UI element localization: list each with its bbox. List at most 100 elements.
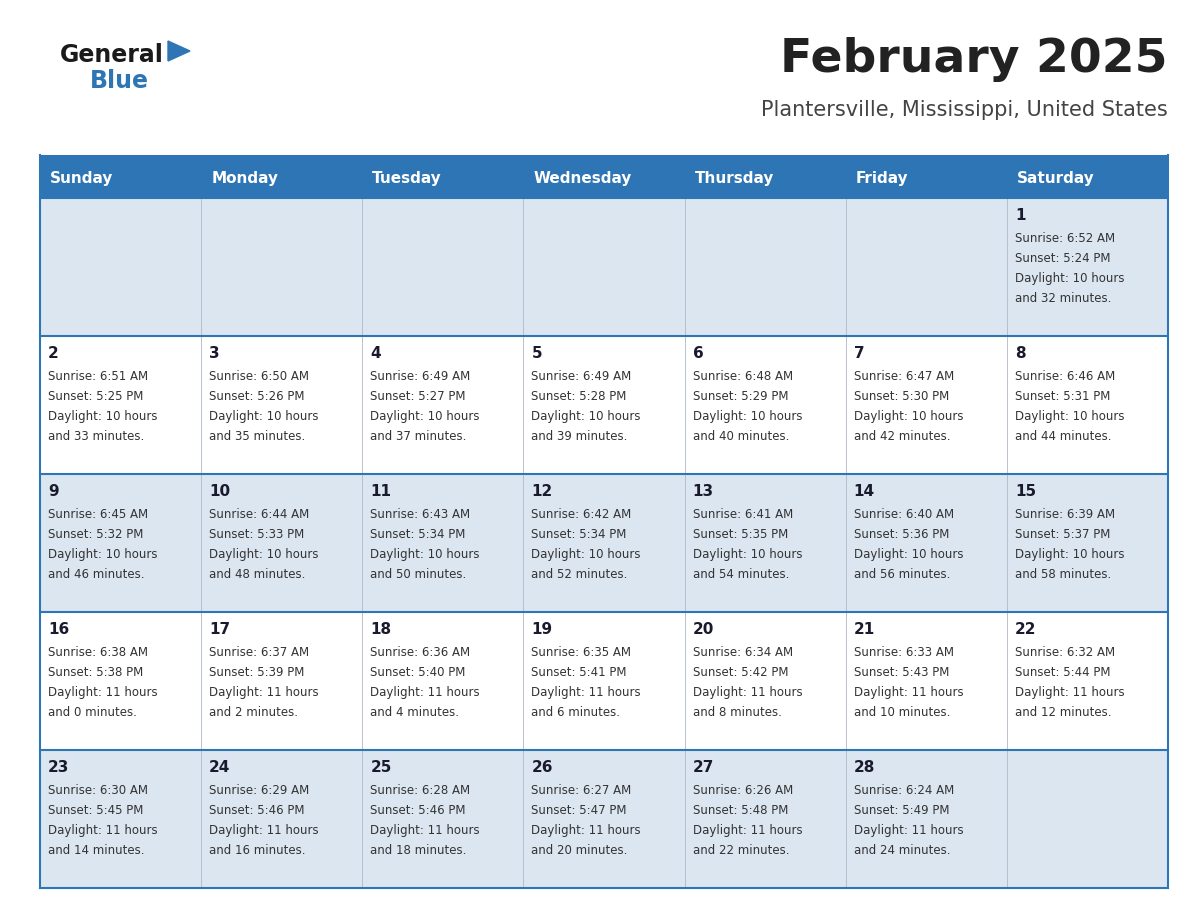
Text: Sunrise: 6:45 AM: Sunrise: 6:45 AM xyxy=(48,508,148,521)
Text: Sunset: 5:46 PM: Sunset: 5:46 PM xyxy=(209,804,304,817)
Text: 6: 6 xyxy=(693,346,703,361)
Text: and 46 minutes.: and 46 minutes. xyxy=(48,568,145,581)
Text: Sunset: 5:37 PM: Sunset: 5:37 PM xyxy=(1015,528,1111,541)
Text: Sunrise: 6:35 AM: Sunrise: 6:35 AM xyxy=(531,646,632,659)
Polygon shape xyxy=(168,41,190,61)
Text: Sunset: 5:48 PM: Sunset: 5:48 PM xyxy=(693,804,788,817)
Text: 10: 10 xyxy=(209,484,230,499)
Text: Daylight: 11 hours: Daylight: 11 hours xyxy=(854,824,963,837)
Text: 19: 19 xyxy=(531,622,552,637)
Text: Daylight: 10 hours: Daylight: 10 hours xyxy=(209,410,318,423)
Text: and 16 minutes.: and 16 minutes. xyxy=(209,844,305,857)
Text: Wednesday: Wednesday xyxy=(533,172,632,186)
Text: 1: 1 xyxy=(1015,208,1025,223)
Text: Sunset: 5:25 PM: Sunset: 5:25 PM xyxy=(48,390,144,403)
Text: Daylight: 11 hours: Daylight: 11 hours xyxy=(209,686,318,699)
Text: Sunset: 5:32 PM: Sunset: 5:32 PM xyxy=(48,528,144,541)
Text: Plantersville, Mississippi, United States: Plantersville, Mississippi, United State… xyxy=(762,100,1168,120)
Text: 21: 21 xyxy=(854,622,876,637)
Text: 14: 14 xyxy=(854,484,874,499)
Text: 7: 7 xyxy=(854,346,865,361)
Bar xyxy=(40,160,1168,198)
Text: Blue: Blue xyxy=(90,69,148,93)
Text: Sunrise: 6:49 AM: Sunrise: 6:49 AM xyxy=(371,370,470,383)
Text: Sunset: 5:31 PM: Sunset: 5:31 PM xyxy=(1015,390,1111,403)
Text: and 52 minutes.: and 52 minutes. xyxy=(531,568,627,581)
Text: Sunrise: 6:38 AM: Sunrise: 6:38 AM xyxy=(48,646,148,659)
Text: and 33 minutes.: and 33 minutes. xyxy=(48,430,144,443)
Text: Sunset: 5:42 PM: Sunset: 5:42 PM xyxy=(693,666,788,679)
Text: 25: 25 xyxy=(371,760,392,775)
Text: Daylight: 10 hours: Daylight: 10 hours xyxy=(1015,548,1124,561)
Bar xyxy=(40,198,1168,336)
Text: and 39 minutes.: and 39 minutes. xyxy=(531,430,627,443)
Text: Sunset: 5:34 PM: Sunset: 5:34 PM xyxy=(371,528,466,541)
Text: 13: 13 xyxy=(693,484,714,499)
Text: and 58 minutes.: and 58 minutes. xyxy=(1015,568,1111,581)
Text: Sunrise: 6:52 AM: Sunrise: 6:52 AM xyxy=(1015,232,1116,245)
Text: and 32 minutes.: and 32 minutes. xyxy=(1015,292,1111,305)
Text: 15: 15 xyxy=(1015,484,1036,499)
Text: Sunset: 5:49 PM: Sunset: 5:49 PM xyxy=(854,804,949,817)
Text: and 48 minutes.: and 48 minutes. xyxy=(209,568,305,581)
Text: Sunrise: 6:51 AM: Sunrise: 6:51 AM xyxy=(48,370,148,383)
Text: General: General xyxy=(61,43,164,67)
Text: and 12 minutes.: and 12 minutes. xyxy=(1015,706,1111,719)
Text: and 8 minutes.: and 8 minutes. xyxy=(693,706,782,719)
Text: Sunrise: 6:37 AM: Sunrise: 6:37 AM xyxy=(209,646,309,659)
Text: Daylight: 10 hours: Daylight: 10 hours xyxy=(1015,272,1124,285)
Text: 18: 18 xyxy=(371,622,391,637)
Text: Daylight: 10 hours: Daylight: 10 hours xyxy=(531,548,642,561)
Text: Daylight: 11 hours: Daylight: 11 hours xyxy=(531,686,642,699)
Bar xyxy=(40,336,1168,474)
Text: February 2025: February 2025 xyxy=(781,38,1168,83)
Text: Sunrise: 6:47 AM: Sunrise: 6:47 AM xyxy=(854,370,954,383)
Text: Daylight: 10 hours: Daylight: 10 hours xyxy=(854,410,963,423)
Text: Sunset: 5:46 PM: Sunset: 5:46 PM xyxy=(371,804,466,817)
Text: Sunset: 5:33 PM: Sunset: 5:33 PM xyxy=(209,528,304,541)
Text: 8: 8 xyxy=(1015,346,1025,361)
Text: Sunset: 5:27 PM: Sunset: 5:27 PM xyxy=(371,390,466,403)
Text: Daylight: 10 hours: Daylight: 10 hours xyxy=(48,410,158,423)
Text: 2: 2 xyxy=(48,346,58,361)
Text: Daylight: 10 hours: Daylight: 10 hours xyxy=(48,548,158,561)
Text: Sunrise: 6:30 AM: Sunrise: 6:30 AM xyxy=(48,784,148,797)
Text: Sunset: 5:45 PM: Sunset: 5:45 PM xyxy=(48,804,144,817)
Text: Sunset: 5:34 PM: Sunset: 5:34 PM xyxy=(531,528,627,541)
Text: and 2 minutes.: and 2 minutes. xyxy=(209,706,298,719)
Text: and 4 minutes.: and 4 minutes. xyxy=(371,706,460,719)
Text: 26: 26 xyxy=(531,760,552,775)
Text: 20: 20 xyxy=(693,622,714,637)
Text: and 54 minutes.: and 54 minutes. xyxy=(693,568,789,581)
Text: and 10 minutes.: and 10 minutes. xyxy=(854,706,950,719)
Text: Sunrise: 6:50 AM: Sunrise: 6:50 AM xyxy=(209,370,309,383)
Text: and 24 minutes.: and 24 minutes. xyxy=(854,844,950,857)
Text: Sunrise: 6:34 AM: Sunrise: 6:34 AM xyxy=(693,646,792,659)
Text: and 44 minutes.: and 44 minutes. xyxy=(1015,430,1111,443)
Text: and 37 minutes.: and 37 minutes. xyxy=(371,430,467,443)
Text: and 20 minutes.: and 20 minutes. xyxy=(531,844,627,857)
Text: Daylight: 11 hours: Daylight: 11 hours xyxy=(854,686,963,699)
Bar xyxy=(40,155,1168,160)
Text: Sunrise: 6:26 AM: Sunrise: 6:26 AM xyxy=(693,784,792,797)
Text: Tuesday: Tuesday xyxy=(372,172,442,186)
Text: Daylight: 10 hours: Daylight: 10 hours xyxy=(854,548,963,561)
Text: Sunrise: 6:32 AM: Sunrise: 6:32 AM xyxy=(1015,646,1116,659)
Text: 16: 16 xyxy=(48,622,69,637)
Text: and 35 minutes.: and 35 minutes. xyxy=(209,430,305,443)
Text: Sunrise: 6:36 AM: Sunrise: 6:36 AM xyxy=(371,646,470,659)
Text: Sunrise: 6:48 AM: Sunrise: 6:48 AM xyxy=(693,370,792,383)
Text: Daylight: 11 hours: Daylight: 11 hours xyxy=(209,824,318,837)
Text: and 6 minutes.: and 6 minutes. xyxy=(531,706,620,719)
Text: Sunrise: 6:33 AM: Sunrise: 6:33 AM xyxy=(854,646,954,659)
Text: Saturday: Saturday xyxy=(1017,172,1094,186)
Text: Daylight: 10 hours: Daylight: 10 hours xyxy=(371,410,480,423)
Text: 27: 27 xyxy=(693,760,714,775)
Text: Thursday: Thursday xyxy=(695,172,773,186)
Text: and 22 minutes.: and 22 minutes. xyxy=(693,844,789,857)
Text: 17: 17 xyxy=(209,622,230,637)
Text: and 18 minutes.: and 18 minutes. xyxy=(371,844,467,857)
Text: 22: 22 xyxy=(1015,622,1036,637)
Text: and 0 minutes.: and 0 minutes. xyxy=(48,706,137,719)
Text: Sunrise: 6:49 AM: Sunrise: 6:49 AM xyxy=(531,370,632,383)
